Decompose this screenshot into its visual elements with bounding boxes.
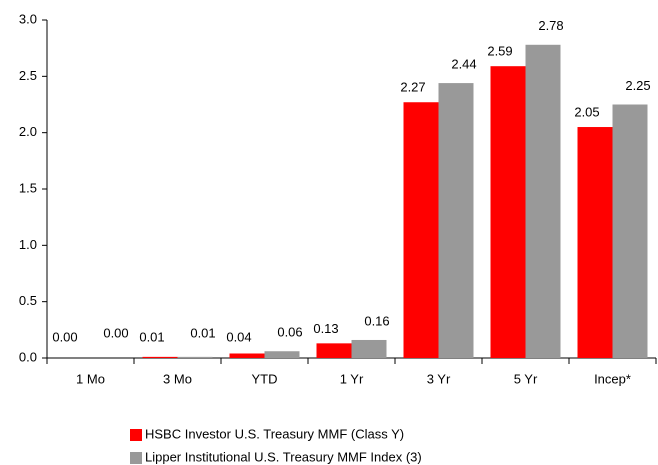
bar [525, 44, 561, 358]
y-tick-label: 2.0 [19, 124, 37, 139]
value-label: 0.00 [52, 329, 77, 344]
bar [612, 104, 648, 358]
x-tick-label: YTD [252, 371, 278, 386]
x-tick-label: Incep* [594, 371, 631, 386]
x-tick-label: 1 Mo [76, 371, 105, 386]
bar [490, 66, 526, 359]
bar [142, 356, 178, 358]
value-label: 0.16 [364, 313, 389, 328]
y-tick-label: 0.5 [19, 293, 37, 308]
value-label: 0.01 [139, 329, 164, 344]
value-label: 2.25 [625, 78, 650, 93]
bar [438, 83, 474, 359]
bar [577, 127, 613, 359]
value-label: 0.06 [277, 325, 302, 340]
value-label: 0.00 [103, 325, 128, 340]
value-label: 2.59 [487, 44, 512, 59]
y-tick-label: 0.0 [19, 349, 37, 364]
value-label: 2.44 [451, 57, 476, 72]
bar [316, 343, 352, 358]
bar [351, 339, 387, 358]
bar [229, 353, 265, 358]
y-tick-label: 1.5 [19, 180, 37, 195]
legend-swatch [130, 452, 142, 464]
y-tick-label: 3.0 [19, 11, 37, 26]
value-label: 0.04 [226, 329, 251, 344]
value-label: 2.78 [538, 18, 563, 33]
legend-swatch [130, 429, 142, 441]
bar [264, 351, 300, 358]
bar [177, 356, 213, 358]
y-tick-label: 1.0 [19, 237, 37, 252]
x-tick-label: 3 Yr [427, 371, 451, 386]
bar [403, 102, 439, 358]
legend-label: HSBC Investor U.S. Treasury MMF (Class Y… [145, 426, 404, 441]
x-tick-label: 1 Yr [340, 371, 364, 386]
value-label: 0.13 [313, 321, 338, 336]
value-label: 2.05 [574, 104, 599, 119]
legend-label: Lipper Institutional U.S. Treasury MMF I… [145, 449, 422, 464]
x-tick-label: 3 Mo [163, 371, 192, 386]
value-label: 2.27 [400, 80, 425, 95]
y-tick-label: 2.5 [19, 68, 37, 83]
x-tick-label: 5 Yr [514, 371, 538, 386]
value-label: 0.01 [190, 325, 215, 340]
